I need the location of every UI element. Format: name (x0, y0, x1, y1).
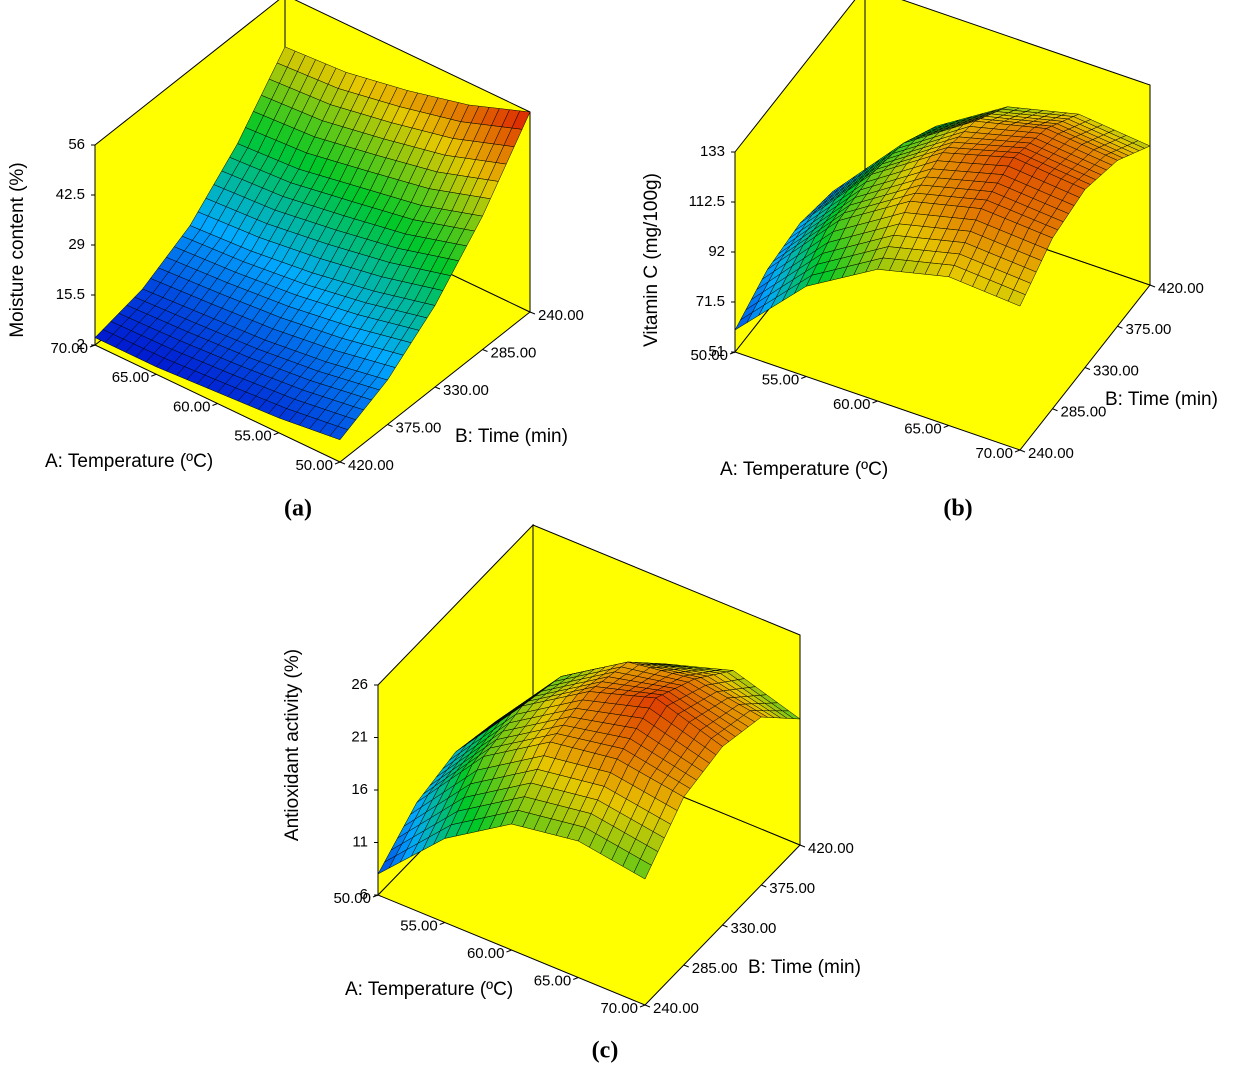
y-tick (645, 1005, 650, 1007)
y-tick-label: 330.00 (443, 382, 489, 399)
z-tick-label: 56 (68, 136, 85, 153)
z-tick-label: 16 (351, 781, 368, 798)
x-tick (873, 401, 878, 403)
y-tick-label: 240.00 (1028, 445, 1074, 462)
y-tick (483, 350, 488, 352)
x-tick-label: 50.00 (295, 457, 333, 474)
y-tick-label: 240.00 (653, 1000, 699, 1017)
x-tick (944, 426, 949, 428)
y-tick (388, 425, 393, 427)
x-axis-title: A: Temperature (ºC) (345, 979, 513, 1000)
y-tick-label: 285.00 (491, 344, 537, 361)
x-tick (507, 950, 512, 952)
x-tick-label: 60.00 (467, 945, 505, 962)
z-tick-label: 11 (352, 833, 368, 850)
y-tick (1118, 326, 1123, 328)
x-tick (274, 433, 279, 435)
y-tick-label: 330.00 (731, 920, 777, 937)
y-tick (1020, 450, 1025, 452)
y-tick-label: 330.00 (1093, 362, 1139, 379)
z-tick-label: 112.5 (689, 193, 725, 210)
y-tick-label: 375.00 (396, 419, 442, 436)
z-tick-label: 6 (360, 886, 368, 903)
z-axis-title: Antioxidant activity (%) (282, 649, 303, 841)
x-tick-label: 70.00 (600, 1000, 638, 1017)
y-tick (1085, 368, 1090, 370)
z-tick-label: 2 (77, 336, 85, 353)
x-tick-label: 65.00 (904, 420, 942, 437)
x-tick-label: 60.00 (173, 398, 211, 415)
x-tick (1015, 450, 1020, 452)
x-tick (213, 404, 218, 406)
y-tick-label: 285.00 (1061, 404, 1107, 421)
x-tick-label: 65.00 (112, 369, 150, 386)
z-tick-label: 21 (351, 728, 368, 745)
y-tick-label: 240.00 (538, 307, 584, 324)
z-tick-label: 26 (351, 676, 368, 693)
y-tick (800, 845, 805, 847)
x-tick (335, 462, 340, 464)
surface-plot: 50.0055.0060.0065.0070.00240.00285.00330… (7, 0, 584, 522)
y-tick-label: 420.00 (808, 840, 854, 857)
z-tick-label: 15.5 (56, 286, 85, 303)
x-tick (573, 978, 578, 980)
y-tick-label: 375.00 (1126, 321, 1172, 338)
y-tick (1053, 409, 1058, 411)
z-axis-title: Moisture content (%) (7, 162, 28, 337)
panel-label: (c) (592, 1038, 619, 1064)
y-tick (340, 462, 345, 464)
z-axis-title: Vitamin C (mg/100g) (641, 173, 662, 347)
y-tick-label: 420.00 (348, 457, 394, 474)
y-axis-title: B: Time (min) (748, 957, 861, 978)
x-tick-label: 55.00 (400, 917, 438, 934)
x-tick-label: 70.00 (975, 445, 1013, 462)
y-axis-title: B: Time (min) (455, 426, 568, 447)
y-tick (761, 885, 766, 887)
x-tick (801, 377, 806, 379)
figure: 50.00 55.00 60.00 65.00 70.00 240.00 285.00 330… (0, 0, 1259, 1074)
z-tick-label: 71.5 (696, 293, 725, 310)
page: {"chart_data": [ {"type": "surface3d", "… (0, 0, 1259, 1074)
z-tick-label: 29 (68, 236, 85, 253)
y-tick (1150, 285, 1155, 287)
panel-label: (a) (284, 496, 312, 522)
y-tick-label: 285.00 (692, 960, 738, 977)
x-tick (151, 374, 156, 376)
z-tick-label: 51 (708, 343, 725, 360)
x-tick-label: 65.00 (534, 972, 572, 989)
y-tick-label: 375.00 (769, 880, 815, 897)
x-tick-label: 60.00 (833, 396, 871, 413)
x-tick (640, 1005, 645, 1007)
z-tick-label: 92 (708, 243, 725, 260)
y-tick (723, 925, 728, 927)
y-tick (684, 965, 689, 967)
x-tick (440, 923, 445, 925)
panel-label: (b) (943, 496, 972, 522)
x-axis-title: A: Temperature (ºC) (720, 459, 888, 480)
y-tick-label: 420.00 (1158, 280, 1204, 297)
y-axis-title: B: Time (min) (1105, 389, 1218, 410)
z-tick-label: 133 (700, 143, 725, 160)
z-tick-label: 42.5 (56, 186, 85, 203)
y-tick (530, 312, 535, 314)
x-axis-title: A: Temperature (ºC) (45, 451, 213, 472)
y-tick (435, 387, 440, 389)
x-tick-label: 55.00 (234, 428, 272, 445)
x-tick-label: 55.00 (762, 371, 800, 388)
